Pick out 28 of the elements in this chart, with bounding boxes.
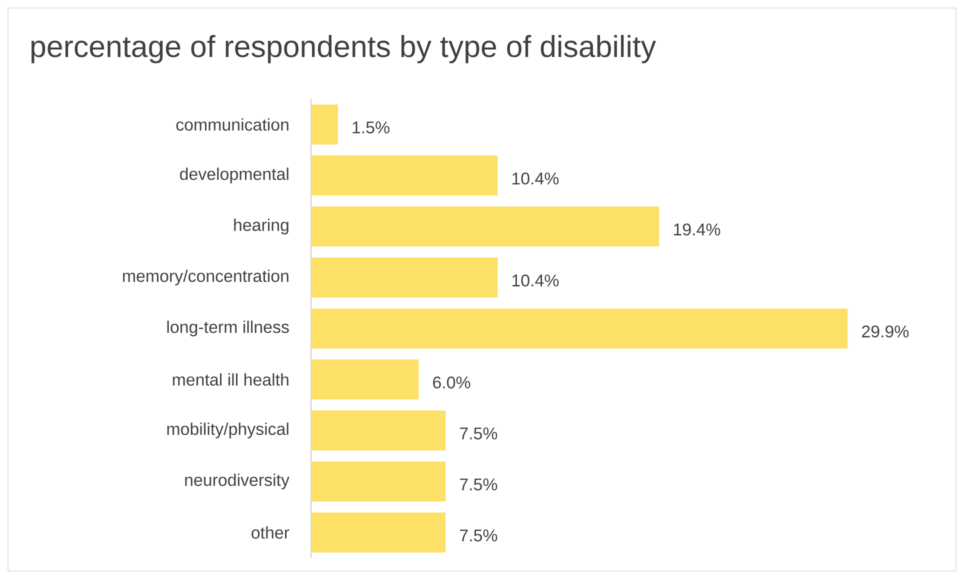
data-label: 7.5% (460, 478, 498, 490)
data-label: 6.0% (433, 376, 470, 388)
bar (311, 512, 446, 552)
y-tick-label: memory/concentration (123, 270, 288, 286)
y-tick-label: long-term illness (167, 320, 289, 336)
bar (311, 257, 498, 298)
bar (311, 410, 446, 450)
data-label: 7.5% (460, 428, 498, 440)
data-label: 1.5% (352, 122, 390, 134)
y-tick-label: mental ill health (172, 373, 288, 386)
y-tick-label: communication (176, 118, 288, 131)
bar (311, 461, 446, 502)
data-label: 29.9% (862, 325, 909, 338)
y-tick-label: other (252, 526, 290, 539)
bar (311, 359, 419, 400)
data-label: 10.4% (512, 172, 559, 184)
y-tick-label: hearing (234, 218, 288, 234)
bar (311, 206, 660, 246)
data-label: 7.5% (460, 530, 498, 542)
chart-title: percentage of respondents by type of disability (31, 34, 656, 64)
y-tick-label: developmental (180, 168, 288, 184)
data-label: 19.4% (674, 224, 720, 236)
bar (311, 104, 338, 144)
y-tick-label: mobility/physical (167, 422, 288, 438)
bar (311, 156, 498, 196)
data-label: 10.4% (512, 274, 559, 286)
y-tick-label: neurodiversity (185, 474, 290, 490)
bar (311, 308, 848, 348)
